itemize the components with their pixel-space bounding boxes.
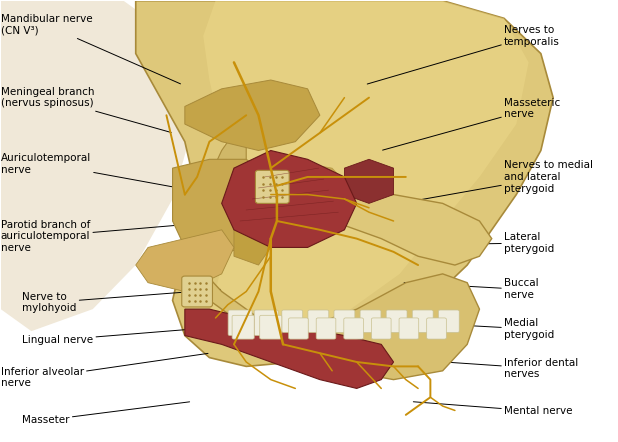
- FancyBboxPatch shape: [386, 310, 407, 332]
- Polygon shape: [185, 133, 246, 283]
- Polygon shape: [234, 221, 271, 265]
- FancyBboxPatch shape: [228, 310, 252, 335]
- FancyBboxPatch shape: [282, 310, 303, 332]
- FancyBboxPatch shape: [182, 276, 213, 307]
- FancyBboxPatch shape: [412, 310, 433, 332]
- FancyBboxPatch shape: [316, 318, 336, 339]
- Text: Nerve to
mylohyoid: Nerve to mylohyoid: [22, 290, 220, 313]
- FancyBboxPatch shape: [334, 310, 355, 332]
- Polygon shape: [185, 248, 480, 380]
- Text: Medial
pterygoid: Medial pterygoid: [410, 318, 554, 340]
- Text: Parotid branch of
auriculotemporal
nerve: Parotid branch of auriculotemporal nerve: [1, 220, 174, 253]
- Text: Masseter: Masseter: [22, 402, 190, 425]
- FancyBboxPatch shape: [289, 318, 308, 339]
- Polygon shape: [185, 80, 320, 151]
- FancyBboxPatch shape: [360, 310, 381, 332]
- Polygon shape: [308, 194, 492, 265]
- Text: Nerves to
temporalis: Nerves to temporalis: [367, 25, 560, 84]
- Text: Inferior alveolar
nerve: Inferior alveolar nerve: [1, 354, 208, 388]
- FancyBboxPatch shape: [344, 318, 363, 339]
- Polygon shape: [136, 230, 234, 291]
- Text: Lingual nerve: Lingual nerve: [22, 327, 220, 345]
- FancyBboxPatch shape: [232, 315, 254, 339]
- Text: Mandibular nerve
(CN V³): Mandibular nerve (CN V³): [1, 14, 180, 84]
- Polygon shape: [222, 159, 357, 239]
- FancyBboxPatch shape: [426, 318, 446, 339]
- Text: Nerves to medial
and lateral
pterygoid: Nerves to medial and lateral pterygoid: [389, 160, 593, 206]
- Text: Auriculotemporal
nerve: Auriculotemporal nerve: [1, 153, 177, 188]
- FancyBboxPatch shape: [308, 310, 329, 332]
- FancyBboxPatch shape: [255, 170, 289, 203]
- Polygon shape: [222, 151, 357, 248]
- Text: Buccal
nerve: Buccal nerve: [404, 278, 539, 300]
- Polygon shape: [136, 1, 553, 366]
- FancyBboxPatch shape: [371, 318, 391, 339]
- FancyBboxPatch shape: [438, 310, 459, 332]
- Text: Meningeal branch
(nervus spinosus): Meningeal branch (nervus spinosus): [1, 87, 171, 133]
- Text: Inferior dental
nerves: Inferior dental nerves: [413, 358, 578, 379]
- Text: Masseteric
nerve: Masseteric nerve: [383, 98, 561, 150]
- FancyBboxPatch shape: [254, 310, 278, 335]
- Polygon shape: [1, 1, 197, 331]
- Polygon shape: [185, 309, 394, 389]
- Polygon shape: [172, 159, 283, 256]
- Text: Mental nerve: Mental nerve: [413, 402, 572, 416]
- Text: Lateral
pterygoid: Lateral pterygoid: [398, 232, 554, 254]
- FancyBboxPatch shape: [399, 318, 419, 339]
- FancyBboxPatch shape: [260, 315, 282, 339]
- Polygon shape: [344, 159, 394, 203]
- Polygon shape: [203, 1, 528, 344]
